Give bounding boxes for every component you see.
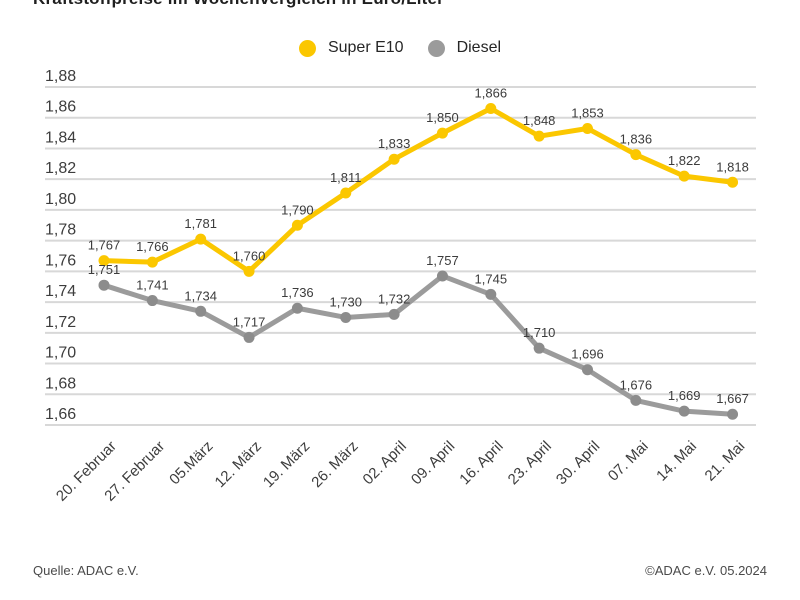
x-tick-label: 12. März: [212, 438, 265, 491]
chart-legend: Super E10 Diesel: [0, 39, 800, 57]
legend-dot-super-e10-icon: [298, 39, 316, 57]
data-point: [291, 219, 303, 231]
data-point: [678, 170, 690, 182]
data-label: 1,717: [233, 314, 266, 329]
x-tick-label: 02. April: [360, 438, 410, 488]
data-label: 1,866: [475, 86, 508, 101]
data-point: [146, 295, 158, 307]
y-tick-label: 1,66: [45, 406, 76, 423]
data-label: 1,734: [184, 288, 217, 303]
legend-label-diesel: Diesel: [456, 39, 502, 56]
legend-dot-diesel-icon: [427, 39, 445, 57]
data-label: 1,790: [281, 202, 314, 217]
y-tick-label: 1,82: [45, 160, 76, 177]
data-point: [195, 305, 207, 317]
y-tick-label: 1,88: [45, 68, 76, 85]
y-tick-label: 1,76: [45, 252, 76, 269]
data-label: 1,848: [523, 113, 556, 128]
series-line: [101, 273, 736, 417]
data-label: 1,836: [620, 132, 653, 147]
x-tick-label: 05.März: [166, 438, 216, 488]
data-label: 1,760: [233, 248, 266, 263]
data-label: 1,676: [620, 377, 653, 392]
data-label: 1,811: [330, 170, 362, 185]
data-label: 1,710: [523, 325, 556, 340]
legend-item-super-e10: Super E10: [298, 39, 404, 57]
copyright-note: ©ADAC e.V. 05.2024: [645, 563, 767, 578]
y-tick-label: 1,86: [45, 99, 76, 116]
data-label: 1,781: [184, 216, 217, 231]
legend-label-super-e10: Super E10: [327, 39, 404, 56]
data-point: [436, 127, 448, 139]
data-label: 1,833: [378, 136, 411, 151]
data-label: 1,669: [668, 388, 701, 403]
data-point: [582, 122, 593, 134]
source-note: Quelle: ADAC e.V.: [33, 563, 139, 578]
data-label: 1,751: [88, 262, 121, 277]
data-label: 1,822: [668, 153, 701, 168]
y-tick-label: 1,72: [45, 314, 76, 331]
data-point: [146, 256, 158, 268]
y-tick-label: 1,74: [45, 283, 76, 300]
data-label: 1,696: [571, 347, 604, 362]
data-point: [388, 153, 400, 165]
data-point: [630, 149, 642, 161]
data-label: 1,741: [136, 278, 169, 293]
data-label: 1,767: [88, 238, 121, 253]
data-point: [98, 255, 110, 267]
data-label: 1,766: [136, 239, 169, 254]
data-point: [436, 270, 448, 282]
data-point: [533, 342, 545, 354]
data-point: [195, 233, 207, 245]
data-label: 1,730: [329, 294, 362, 309]
y-tick-label: 1,80: [45, 191, 76, 208]
legend-item-diesel: Diesel: [427, 39, 502, 57]
data-label: 1,732: [378, 291, 411, 306]
data-point: [727, 408, 739, 420]
x-tick-label: 14. Mai: [653, 438, 700, 485]
data-label: 1,757: [426, 253, 459, 268]
data-point: [727, 176, 739, 188]
data-point: [340, 187, 352, 199]
x-tick-label: 30. April: [553, 438, 603, 488]
data-point: [678, 405, 690, 417]
data-point: [533, 130, 545, 142]
y-tick-label: 1,78: [45, 222, 76, 239]
data-point: [243, 331, 255, 343]
x-tick-label: 09. April: [408, 438, 458, 488]
data-label: 1,745: [475, 271, 508, 286]
x-tick-label: 23. April: [505, 438, 555, 488]
data-point: [243, 265, 255, 277]
data-point: [485, 288, 497, 300]
data-point: [340, 311, 352, 323]
series-line: [101, 106, 736, 274]
data-point: [388, 308, 400, 320]
x-tick-label: 19. März: [260, 438, 313, 491]
data-label: 1,853: [571, 105, 604, 120]
data-label: 1,736: [281, 285, 314, 300]
data-point: [582, 364, 593, 376]
data-point: [98, 279, 110, 291]
y-tick-label: 1,84: [45, 129, 76, 146]
data-label: 1,667: [716, 391, 749, 406]
x-tick-label: 16. April: [456, 438, 506, 488]
x-tick-label: 26. März: [308, 438, 361, 491]
data-point: [485, 103, 497, 115]
data-point: [630, 394, 642, 406]
data-label: 1,818: [716, 159, 749, 174]
x-tick-label: 07. Mai: [605, 438, 652, 485]
chart-title: Kraftstoffpreise im Wochenvergleich in E…: [33, 0, 444, 9]
y-tick-label: 1,68: [45, 375, 76, 392]
y-tick-label: 1,70: [45, 345, 76, 362]
x-tick-label: 21. Mai: [702, 438, 749, 485]
data-label: 1,850: [426, 110, 459, 125]
data-point: [291, 302, 303, 314]
